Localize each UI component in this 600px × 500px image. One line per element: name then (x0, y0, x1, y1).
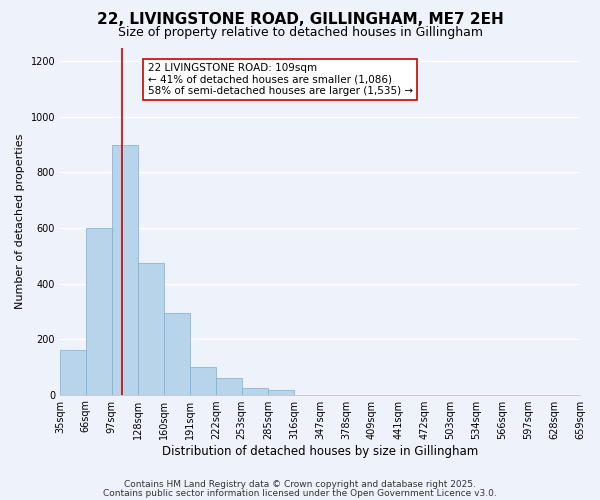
Y-axis label: Number of detached properties: Number of detached properties (15, 134, 25, 308)
Text: Contains HM Land Registry data © Crown copyright and database right 2025.: Contains HM Land Registry data © Crown c… (124, 480, 476, 489)
Bar (242, 388, 268, 394)
Text: Size of property relative to detached houses in Gillingham: Size of property relative to detached ho… (118, 26, 482, 39)
Text: 22, LIVINGSTONE ROAD, GILLINGHAM, ME7 2EH: 22, LIVINGSTONE ROAD, GILLINGHAM, ME7 2E… (97, 12, 503, 28)
Bar (190, 367, 216, 394)
Bar (164, 312, 190, 394)
Bar (112, 144, 137, 394)
Bar (137, 262, 164, 394)
Text: Contains public sector information licensed under the Open Government Licence v3: Contains public sector information licen… (103, 489, 497, 498)
Bar (60, 350, 86, 395)
Bar (268, 390, 294, 394)
Text: 22 LIVINGSTONE ROAD: 109sqm
← 41% of detached houses are smaller (1,086)
58% of : 22 LIVINGSTONE ROAD: 109sqm ← 41% of det… (148, 63, 413, 96)
Bar (86, 228, 112, 394)
Bar (216, 378, 242, 394)
X-axis label: Distribution of detached houses by size in Gillingham: Distribution of detached houses by size … (162, 444, 478, 458)
